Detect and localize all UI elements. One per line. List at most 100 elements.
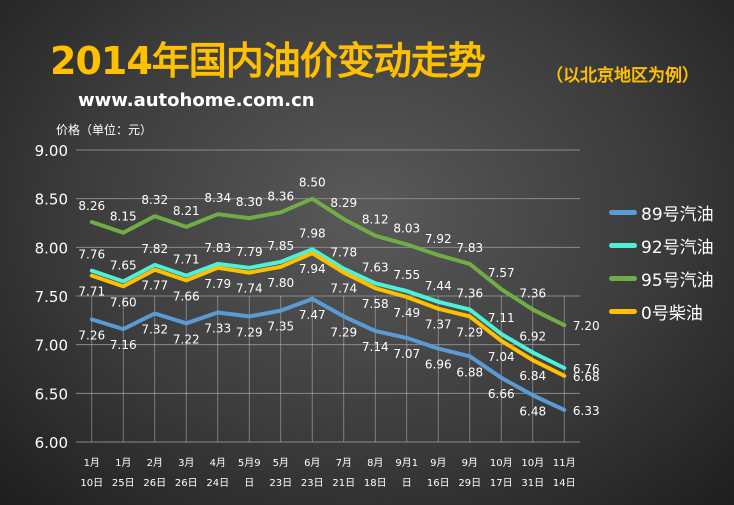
- data-label: 8.12: [362, 213, 389, 227]
- data-label: 6.66: [488, 387, 515, 401]
- data-label: 8.36: [267, 189, 294, 203]
- data-label: 7.36: [519, 287, 546, 301]
- data-label: 7.26: [78, 328, 105, 342]
- data-label: 8.15: [110, 210, 137, 224]
- legend-item: 92号汽油: [609, 229, 714, 262]
- data-label: 7.55: [393, 268, 420, 282]
- data-label: 7.14: [362, 340, 389, 354]
- x-tick-label: 31日: [521, 478, 544, 489]
- data-label: 7.80: [267, 276, 294, 290]
- y-tick-label: 7.00: [35, 337, 68, 355]
- y-tick-label: 8.00: [35, 239, 68, 257]
- y-tick-label: 6.50: [35, 385, 68, 403]
- chart-title: 2014年国内油价变动走势: [50, 39, 486, 83]
- data-label: 7.60: [110, 295, 137, 309]
- data-label: 7.63: [362, 260, 389, 274]
- x-tick-label: 11月: [553, 457, 576, 469]
- legend-label: 0号柴油: [641, 304, 703, 324]
- legend-item: 95号汽油: [609, 262, 714, 295]
- x-tick-label: 3月: [178, 457, 194, 469]
- data-label: 7.29: [236, 325, 263, 339]
- data-label: 7.49: [393, 306, 420, 320]
- legend-swatch: [609, 276, 637, 281]
- x-tick-label: 21日: [332, 478, 355, 489]
- legend-swatch: [609, 210, 637, 215]
- data-label: 7.85: [267, 239, 294, 253]
- data-label: 7.92: [425, 232, 452, 246]
- x-tick-label: 18日: [364, 478, 387, 489]
- chart-legend: 89号汽油 92号汽油 95号汽油 0号柴油: [609, 196, 714, 328]
- data-label: 7.57: [488, 266, 515, 280]
- data-label: 8.32: [141, 193, 168, 207]
- data-label: 7.76: [78, 248, 105, 262]
- legend-swatch: [609, 309, 637, 314]
- x-tick-label: 9月1: [395, 457, 418, 469]
- data-label: 7.11: [488, 311, 515, 325]
- x-tick-label: 26日: [143, 478, 166, 489]
- y-tick-label: 9.00: [35, 142, 68, 160]
- x-tick-label: 5月: [273, 457, 289, 469]
- data-label: 6.88: [456, 365, 483, 379]
- x-tick-label: 25日: [112, 478, 135, 489]
- data-label: 6.92: [519, 329, 546, 343]
- data-label: 7.44: [425, 279, 452, 293]
- data-label: 6.76: [573, 362, 600, 376]
- data-label: 7.83: [456, 241, 483, 255]
- x-tick-label: 17日: [490, 478, 513, 489]
- x-tick-label: 10日: [80, 478, 103, 489]
- data-label: 7.20: [573, 319, 600, 333]
- data-label: 8.21: [173, 204, 200, 218]
- data-label: 8.26: [78, 199, 105, 213]
- x-tick-label: 14日: [553, 478, 576, 489]
- data-label: 7.35: [267, 320, 294, 334]
- data-label: 7.94: [299, 262, 326, 276]
- x-tick-label: 4月: [210, 457, 226, 469]
- legend-label: 89号汽油: [641, 205, 714, 225]
- legend-item: 89号汽油: [609, 196, 714, 229]
- x-tick-label: 23日: [269, 478, 292, 489]
- data-label: 8.34: [204, 191, 231, 205]
- data-label: 7.32: [141, 323, 168, 337]
- y-axis-unit-label: 价格（单位：元）: [56, 123, 153, 137]
- y-tick-label: 7.50: [35, 288, 68, 306]
- y-tick-label: 8.50: [35, 191, 68, 209]
- legend-swatch: [609, 243, 637, 248]
- x-tick-label: 29日: [458, 478, 481, 489]
- series-line: [89, 251, 567, 378]
- data-label: 7.33: [204, 322, 231, 336]
- data-label: 7.78: [330, 246, 357, 260]
- x-tick-label: 10月: [490, 457, 513, 469]
- data-label: 7.82: [141, 242, 168, 256]
- x-tick-label: 1月: [84, 457, 100, 469]
- data-label: 7.71: [173, 253, 200, 267]
- data-label: 8.30: [236, 195, 263, 209]
- data-label: 7.71: [78, 285, 105, 299]
- data-label: 7.29: [330, 325, 357, 339]
- data-label: 6.84: [519, 369, 546, 383]
- x-tick-label: 23日: [301, 478, 324, 489]
- data-label: 8.03: [393, 221, 420, 235]
- data-label: 6.33: [573, 404, 600, 418]
- data-label: 6.96: [425, 358, 452, 372]
- x-tick-label: 7月: [336, 457, 352, 469]
- legend-item: 0号柴油: [609, 295, 714, 328]
- data-label: 7.98: [299, 226, 326, 240]
- series-line: [89, 196, 567, 328]
- x-tick-label: 24日: [206, 478, 229, 489]
- x-tick-label: 2月: [147, 457, 163, 469]
- data-label: 6.48: [519, 404, 546, 418]
- data-label: 7.79: [236, 245, 263, 259]
- x-tick-label: 5月9: [238, 457, 261, 469]
- data-label: 7.83: [204, 241, 231, 255]
- x-tick-label: 6月: [304, 457, 320, 469]
- data-label: 7.36: [456, 287, 483, 301]
- series-line: [89, 296, 567, 412]
- chart-subtitle: （以北京地区为例）: [546, 66, 699, 86]
- data-label: 7.29: [456, 325, 483, 339]
- source-url: www.autohome.com.cn: [78, 90, 315, 111]
- data-label: 7.65: [110, 258, 137, 272]
- data-label: 7.66: [173, 289, 200, 303]
- data-label: 7.16: [110, 338, 137, 352]
- legend-label: 95号汽油: [641, 271, 714, 291]
- x-tick-label: 10月: [521, 457, 544, 469]
